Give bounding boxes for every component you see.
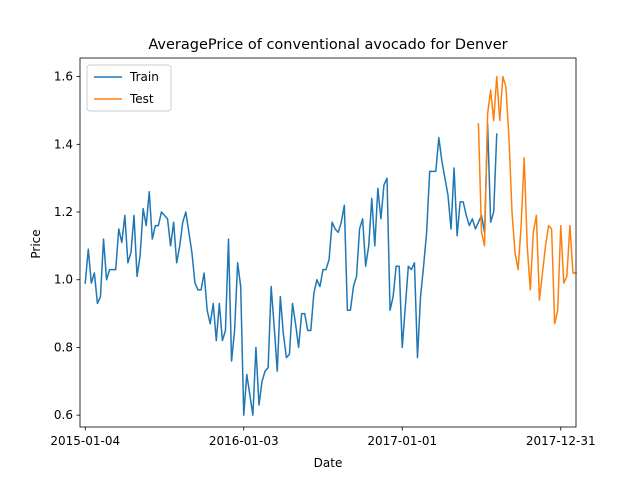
legend-label-test: Test	[129, 92, 154, 106]
y-axis-label: Price	[29, 229, 43, 258]
legend: Train Test	[86, 64, 172, 112]
legend-label-train: Train	[129, 70, 159, 84]
axes: 2015-01-04 2016-01-03 2017-01-01 2017-12-31…	[50, 57, 596, 448]
x-tick-label: 2016-01-03	[209, 434, 279, 448]
y-tick-label: 1.4	[54, 137, 73, 151]
chart-title: AveragePrice of conventional avocado for…	[148, 37, 507, 53]
x-tick-label: 2017-12-31	[526, 434, 596, 448]
x-axis-label: Date	[314, 456, 343, 470]
y-tick-label: 1.0	[54, 273, 73, 287]
y-tick-label: 0.6	[54, 408, 73, 422]
y-tick-label: 1.2	[54, 205, 73, 219]
plot-area	[84, 75, 577, 416]
y-tick-label: 0.8	[54, 340, 73, 354]
x-tick-label: 2017-01-01	[367, 434, 437, 448]
series-line-test	[477, 75, 577, 325]
series-line-train	[84, 123, 498, 416]
y-tick-label: 1.6	[54, 70, 73, 84]
plot-frame	[79, 57, 577, 428]
x-tick-label: 2015-01-04	[50, 434, 120, 448]
